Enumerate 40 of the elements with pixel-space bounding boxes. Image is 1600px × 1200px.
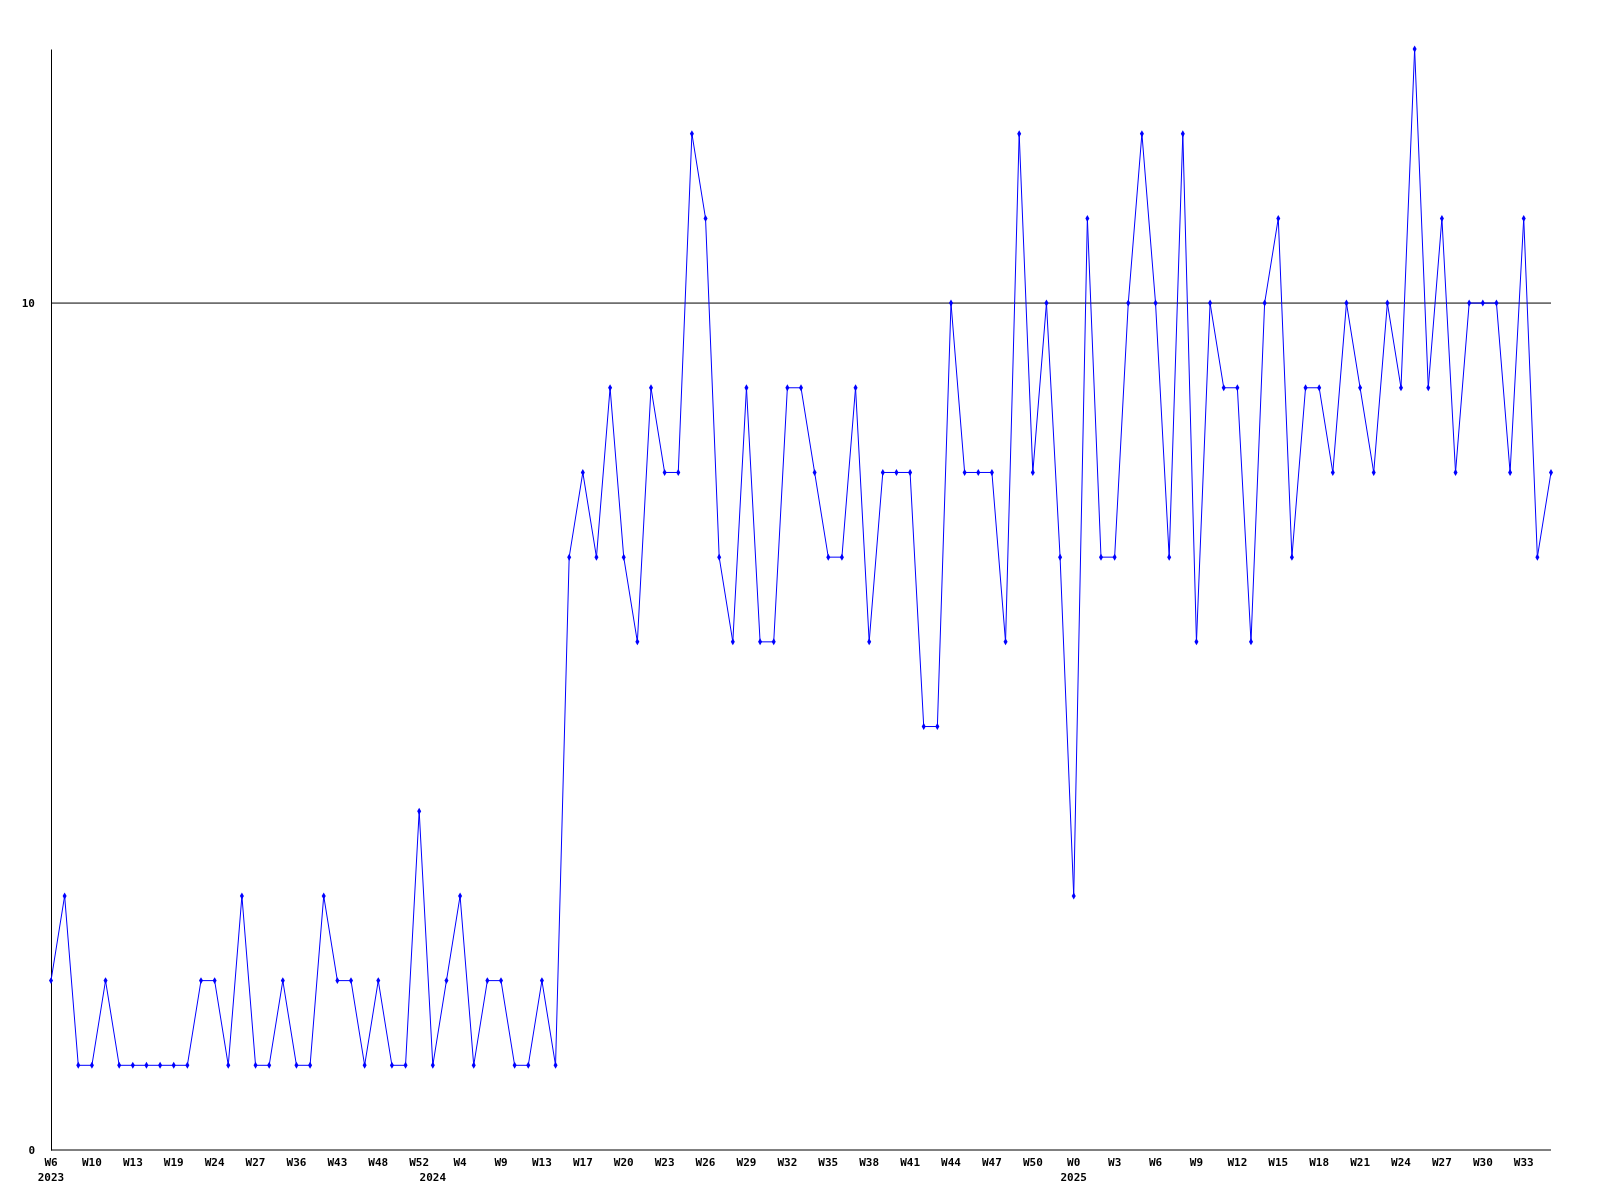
x-tick-label: W43 xyxy=(327,1156,348,1169)
x-tick-label: W36 xyxy=(286,1156,307,1169)
y-tick-label: 0 xyxy=(28,1144,35,1158)
x-tick-label: W33 xyxy=(1513,1156,1534,1169)
x-tick-label: W10 xyxy=(81,1156,102,1169)
x-tick-label: W18 xyxy=(1309,1156,1330,1169)
x-tick-label: W9 xyxy=(1189,1156,1204,1169)
x-tick-label: W13 xyxy=(531,1156,552,1169)
x-tick-label: W12 xyxy=(1227,1156,1248,1169)
x-tick-label: W47 xyxy=(981,1156,1002,1169)
x-tick-label: W41 xyxy=(900,1156,921,1169)
x-tick-label: W27 xyxy=(245,1156,266,1169)
x-tick-label: W15 xyxy=(1268,1156,1289,1169)
y-tick-label: 10 xyxy=(21,297,35,311)
x-tick-label: W32 xyxy=(777,1156,798,1169)
x-tick-label: W21 xyxy=(1350,1156,1371,1169)
x-tick-label: W52 xyxy=(409,1156,430,1169)
x-tick-label: W23 xyxy=(654,1156,675,1169)
x-tick-label: W48 xyxy=(368,1156,389,1169)
x-tick-label: W4 xyxy=(453,1156,468,1169)
x-tick-label: W9 xyxy=(494,1156,508,1169)
x-tick-label: W29 xyxy=(736,1156,757,1169)
x-tick-label: 2024 xyxy=(419,1171,447,1184)
x-tick-label: W20 xyxy=(613,1156,634,1169)
x-tick-label: W0 2025 xyxy=(1060,1156,1087,1184)
x-tick-label: W24 xyxy=(1391,1156,1412,1169)
x-tick-label: W50 xyxy=(1022,1156,1043,1169)
x-tick-label: W38 xyxy=(859,1156,880,1169)
x-tick-label: W19 xyxy=(163,1156,184,1169)
x-tick-label: W30 xyxy=(1472,1156,1493,1169)
x-tick-label: W17 xyxy=(572,1156,593,1169)
x-tick-label: W27 xyxy=(1431,1156,1452,1169)
x-tick-label: W6 xyxy=(1148,1156,1163,1169)
x-tick-label: W35 xyxy=(818,1156,839,1169)
x-tick-label: W44 xyxy=(941,1156,962,1169)
x-tick-label: W3 xyxy=(1108,1156,1122,1169)
x-tick-label: W24 xyxy=(204,1156,225,1169)
x-tick-label: W26 xyxy=(695,1156,716,1169)
x-tick-label: W13 xyxy=(122,1156,143,1169)
x-tick-label: W6 2023 xyxy=(37,1156,65,1184)
